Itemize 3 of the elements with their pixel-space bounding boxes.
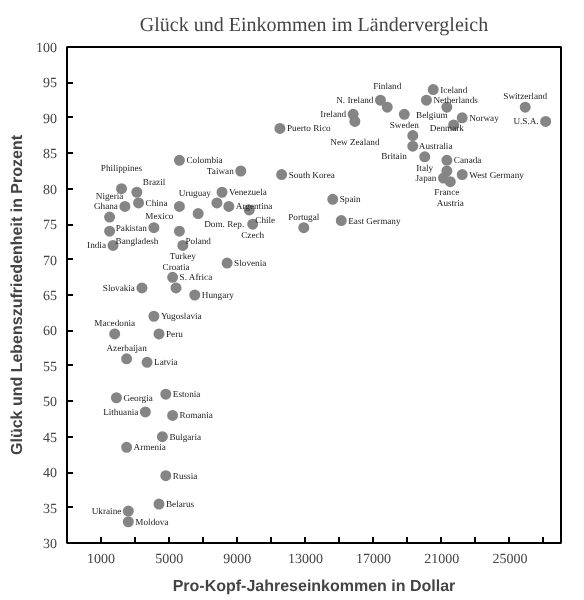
x-axis-title: Pro-Kopf-Jahreseinkommen in Dollar [172,577,456,595]
y-axis-title: Glück und Lebenszufriedenheit in Prozent [8,134,26,456]
chart-title: Glück und Einkommen im Ländervergleich [139,15,489,37]
